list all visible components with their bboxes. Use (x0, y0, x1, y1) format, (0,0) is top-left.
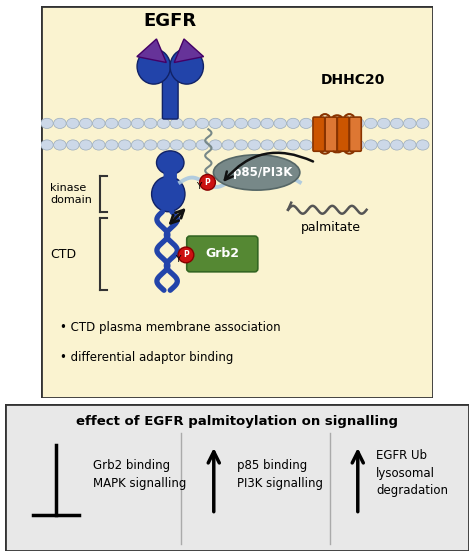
Ellipse shape (131, 140, 144, 150)
Circle shape (200, 174, 215, 190)
FancyBboxPatch shape (349, 117, 361, 152)
Ellipse shape (80, 118, 92, 129)
Ellipse shape (105, 118, 118, 129)
Ellipse shape (326, 118, 338, 129)
Ellipse shape (54, 118, 66, 129)
Ellipse shape (157, 118, 170, 129)
Ellipse shape (403, 118, 416, 129)
Text: EGFR: EGFR (144, 12, 197, 30)
FancyBboxPatch shape (187, 236, 258, 272)
Ellipse shape (183, 140, 196, 150)
Ellipse shape (313, 140, 325, 150)
Ellipse shape (261, 140, 273, 150)
FancyBboxPatch shape (337, 117, 349, 152)
FancyBboxPatch shape (313, 117, 325, 152)
Text: kinase
domain: kinase domain (50, 183, 92, 205)
Ellipse shape (352, 118, 364, 129)
Ellipse shape (339, 118, 351, 129)
Ellipse shape (213, 155, 300, 190)
FancyBboxPatch shape (5, 404, 469, 551)
Ellipse shape (391, 140, 403, 150)
Ellipse shape (313, 118, 325, 129)
Text: PI3K signalling: PI3K signalling (237, 477, 323, 490)
Ellipse shape (170, 140, 183, 150)
Ellipse shape (209, 140, 222, 150)
Ellipse shape (248, 118, 261, 129)
Text: Grb2: Grb2 (205, 247, 239, 261)
Ellipse shape (196, 140, 209, 150)
Text: Grb2 binding: Grb2 binding (93, 460, 170, 472)
Ellipse shape (157, 140, 170, 150)
Ellipse shape (66, 118, 79, 129)
Ellipse shape (41, 118, 53, 129)
Polygon shape (174, 39, 204, 62)
Text: P: P (205, 178, 210, 187)
Ellipse shape (156, 151, 184, 174)
Text: lysosomal: lysosomal (376, 467, 435, 480)
Ellipse shape (274, 140, 286, 150)
Text: p85 binding: p85 binding (237, 460, 307, 472)
FancyBboxPatch shape (41, 6, 433, 398)
Ellipse shape (352, 140, 364, 150)
Circle shape (178, 247, 194, 263)
Ellipse shape (105, 140, 118, 150)
Ellipse shape (391, 118, 403, 129)
FancyBboxPatch shape (325, 117, 337, 152)
Ellipse shape (170, 118, 183, 129)
Ellipse shape (92, 140, 105, 150)
Ellipse shape (118, 140, 131, 150)
Ellipse shape (365, 118, 377, 129)
Ellipse shape (222, 140, 235, 150)
Text: P: P (183, 251, 189, 260)
Ellipse shape (144, 118, 157, 129)
Ellipse shape (287, 140, 300, 150)
Ellipse shape (378, 118, 390, 129)
Ellipse shape (137, 49, 171, 84)
Text: degradation: degradation (376, 485, 448, 497)
Ellipse shape (300, 118, 312, 129)
Ellipse shape (222, 118, 235, 129)
Text: MAPK signalling: MAPK signalling (93, 477, 186, 490)
FancyBboxPatch shape (163, 69, 178, 119)
Text: • CTD plasma membrane association: • CTD plasma membrane association (60, 321, 281, 334)
Ellipse shape (339, 140, 351, 150)
Ellipse shape (41, 140, 53, 150)
Text: p85/PI3K: p85/PI3K (233, 166, 292, 179)
Ellipse shape (92, 118, 105, 129)
Ellipse shape (196, 118, 209, 129)
Ellipse shape (326, 140, 338, 150)
Ellipse shape (54, 140, 66, 150)
Ellipse shape (235, 140, 247, 150)
Ellipse shape (248, 140, 261, 150)
Text: effect of EGFR palmitoylation on signalling: effect of EGFR palmitoylation on signall… (76, 415, 398, 428)
Ellipse shape (403, 140, 416, 150)
Text: DHHC20: DHHC20 (320, 73, 385, 87)
Ellipse shape (235, 118, 247, 129)
Ellipse shape (300, 140, 312, 150)
Ellipse shape (131, 118, 144, 129)
Ellipse shape (287, 118, 300, 129)
Ellipse shape (274, 118, 286, 129)
Ellipse shape (209, 118, 222, 129)
Ellipse shape (417, 140, 429, 150)
Polygon shape (137, 39, 166, 62)
Ellipse shape (118, 118, 131, 129)
Text: Y: Y (174, 255, 180, 264)
Ellipse shape (261, 118, 273, 129)
Ellipse shape (365, 140, 377, 150)
Ellipse shape (80, 140, 92, 150)
Ellipse shape (378, 140, 390, 150)
FancyBboxPatch shape (164, 158, 177, 179)
Text: EGFR Ub: EGFR Ub (376, 449, 428, 462)
Ellipse shape (152, 177, 185, 212)
Ellipse shape (183, 118, 196, 129)
Ellipse shape (417, 118, 429, 129)
Text: CTD: CTD (50, 248, 76, 261)
Text: Y: Y (196, 183, 201, 192)
Ellipse shape (66, 140, 79, 150)
Ellipse shape (144, 140, 157, 150)
Ellipse shape (170, 49, 203, 84)
Text: • differential adaptor binding: • differential adaptor binding (60, 350, 234, 364)
Text: palmitate: palmitate (301, 221, 361, 234)
